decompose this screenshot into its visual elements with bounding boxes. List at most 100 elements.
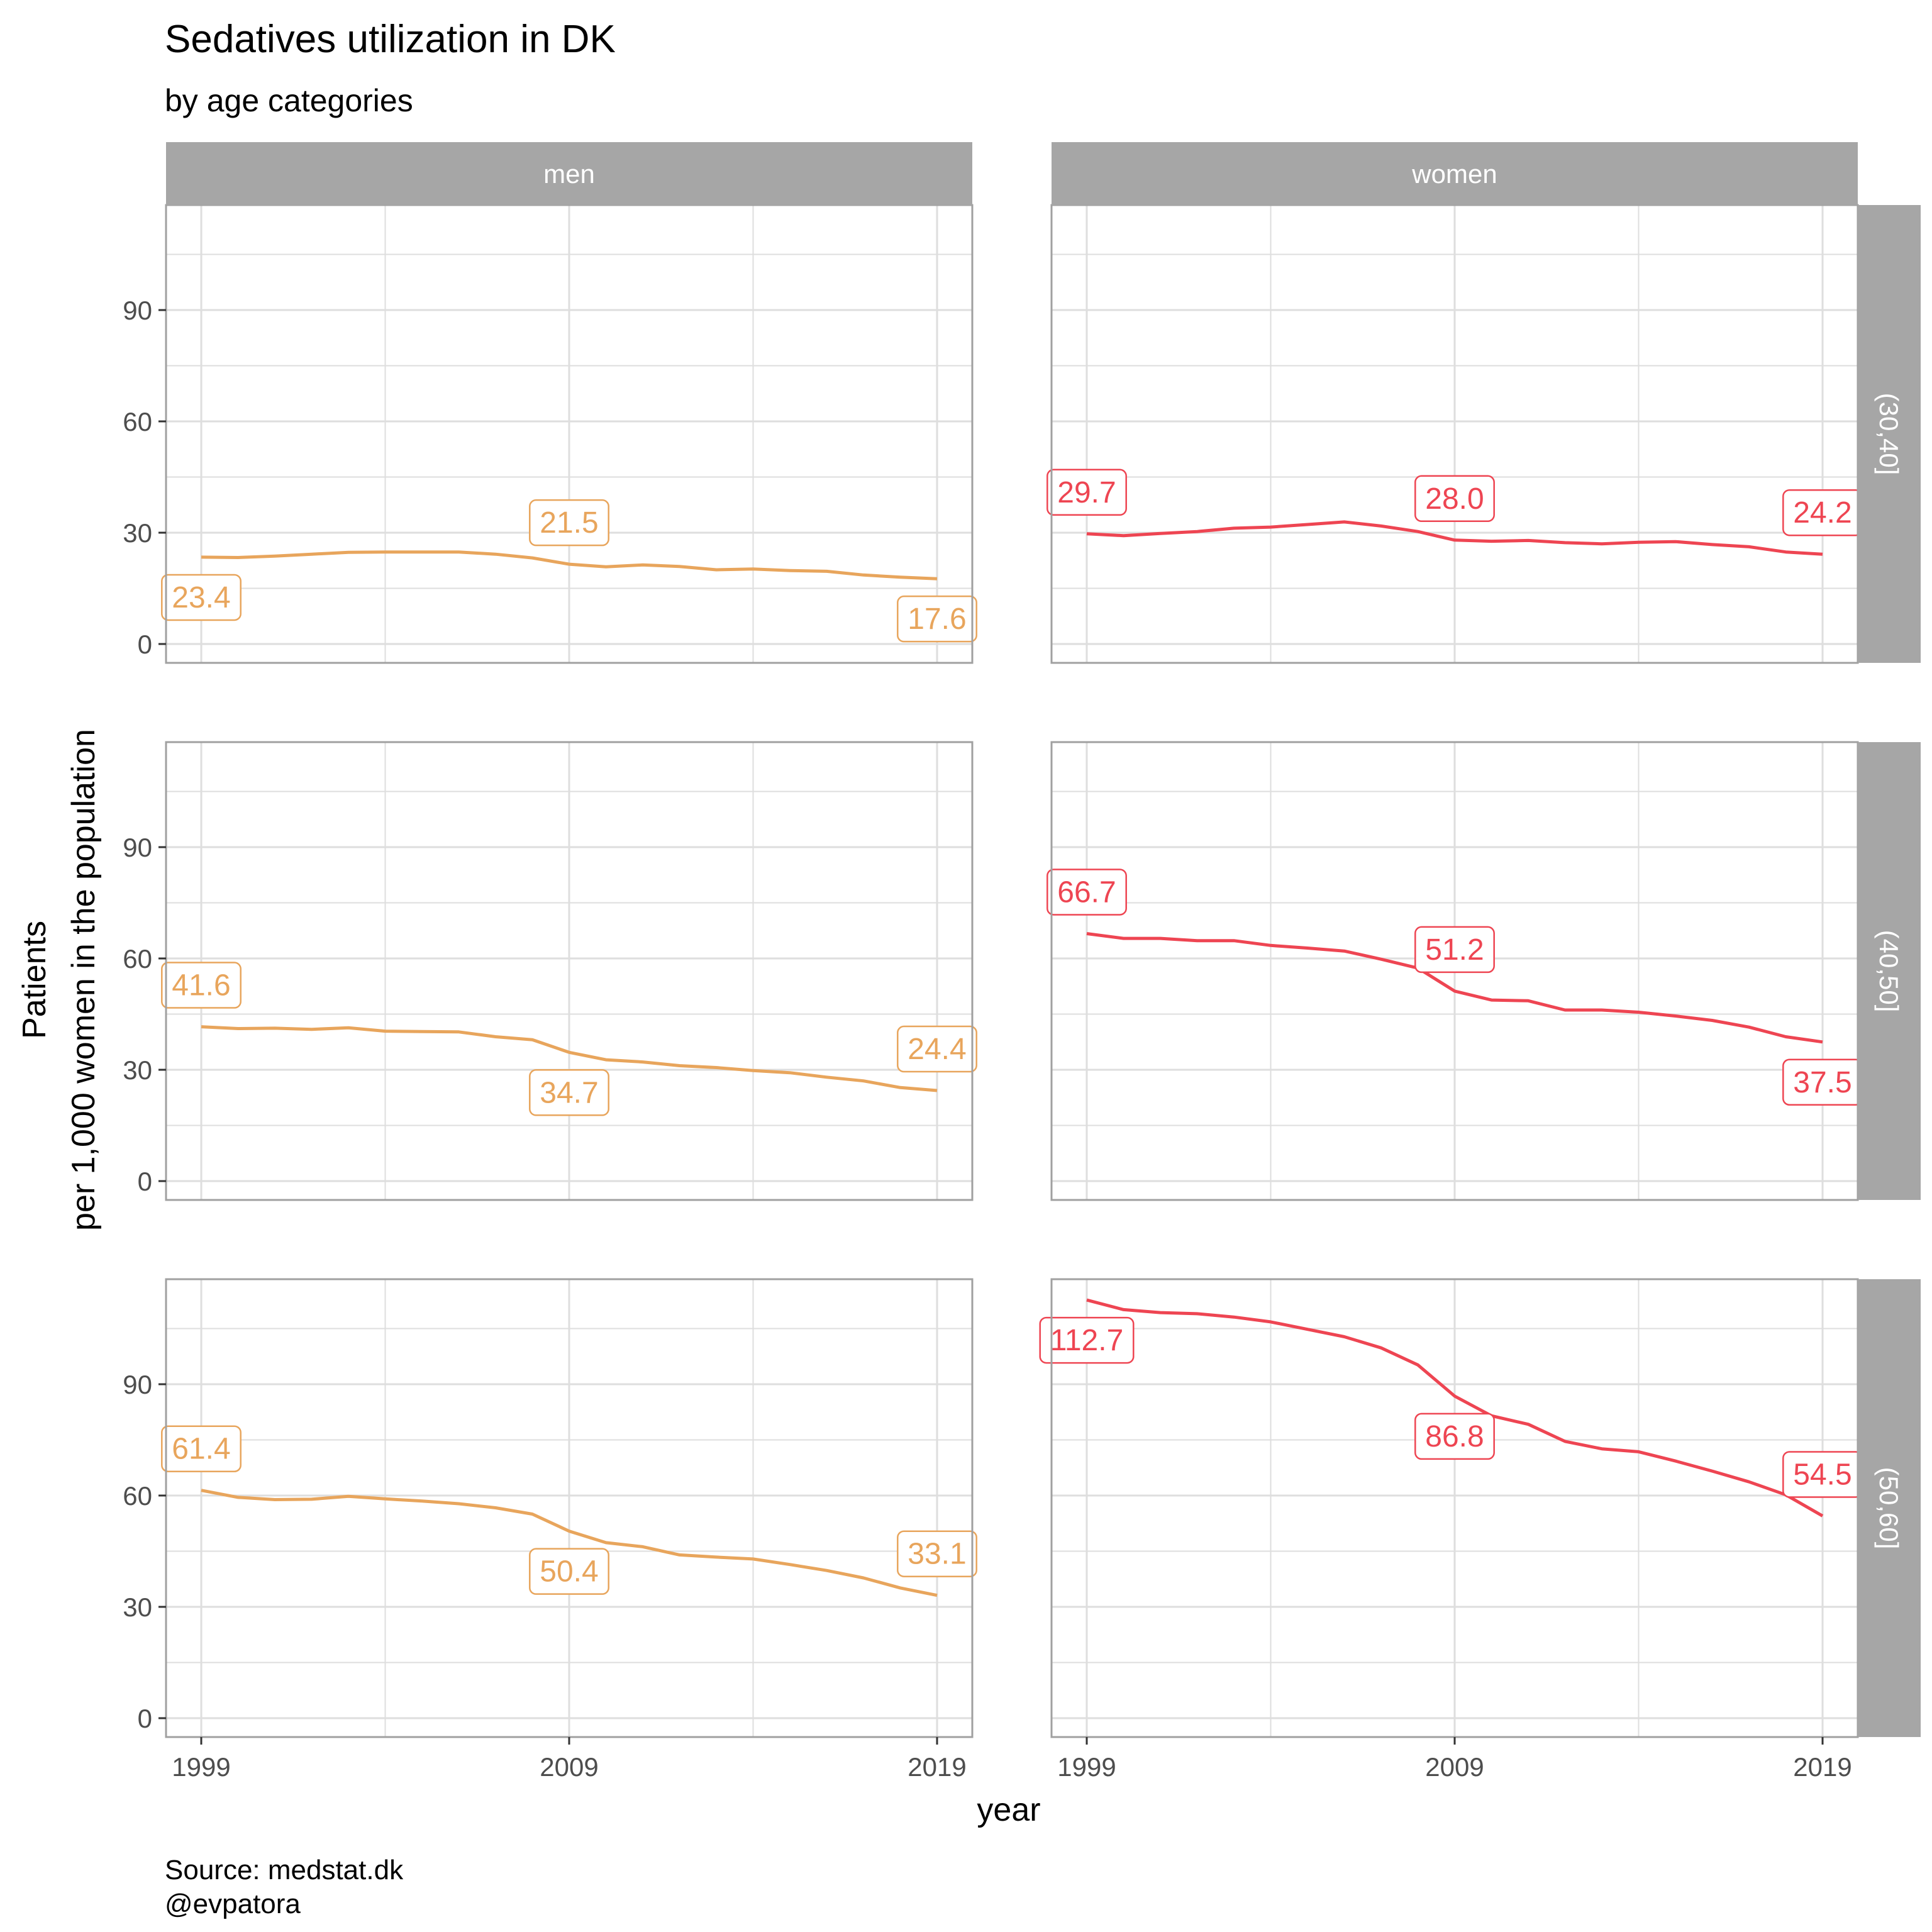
y-tick-label: 30 <box>123 1055 152 1085</box>
data-label-box <box>1414 1413 1495 1460</box>
x-tick-label: 1999 <box>172 1752 230 1782</box>
data-label-box <box>1039 1316 1135 1364</box>
x-tick-label: 2019 <box>1793 1752 1852 1782</box>
data-label-box <box>529 1548 609 1595</box>
data-label-text: 54.5 <box>1793 1458 1852 1491</box>
data-label-text: 23.4 <box>172 581 230 614</box>
panel-men-0: 23.4 21.5 17.6 <box>161 204 977 664</box>
data-label-text: 21.5 <box>540 506 598 540</box>
data-label: 17.6 <box>897 595 977 643</box>
strip-women: women <box>1052 142 1858 205</box>
data-label-box <box>529 1069 609 1116</box>
panel-women-0: 29.7 28.0 24.2 <box>1046 204 1863 664</box>
strip-background <box>1858 1279 1921 1737</box>
strip-background <box>1858 205 1921 663</box>
data-label-text: 112.7 <box>1050 1324 1124 1357</box>
x-axis-title: year <box>977 1792 1040 1828</box>
data-label: 23.4 <box>161 574 242 621</box>
data-label-text: 51.2 <box>1425 933 1484 967</box>
data-label-text: 61.4 <box>172 1433 230 1466</box>
y-tick-label: 0 <box>138 1704 152 1733</box>
data-label: 112.7 <box>1039 1316 1135 1364</box>
y-tick-label: 90 <box>123 1370 152 1399</box>
panel-women-1: 66.7 51.2 37.5 <box>1046 741 1863 1201</box>
strip-background <box>1858 742 1921 1200</box>
strip-label: (40,50] <box>1874 930 1904 1013</box>
x-tick-label: 2009 <box>1425 1752 1484 1782</box>
panel-men-1: 41.6 34.7 24.4 <box>161 741 977 1201</box>
data-label-text: 24.2 <box>1793 496 1852 530</box>
data-label: 24.4 <box>897 1025 977 1073</box>
data-label-box <box>161 574 242 621</box>
data-label: 21.5 <box>529 499 609 547</box>
series-line-women <box>1086 1298 1824 1518</box>
chart-title: Sedatives utilization in DK <box>165 18 616 61</box>
data-label-text: 50.4 <box>540 1555 598 1589</box>
data-label-box <box>529 499 609 547</box>
data-label-text: 33.1 <box>908 1538 966 1571</box>
y-tick-label: 0 <box>138 1167 152 1196</box>
x-tick-label: 2019 <box>908 1752 966 1782</box>
data-label-box <box>897 595 977 643</box>
data-label-text: 34.7 <box>540 1076 598 1109</box>
strip-row-2: (50,60] <box>1858 1279 1921 1737</box>
x-tick-label: 1999 <box>1057 1752 1116 1782</box>
strip-men: men <box>166 142 972 205</box>
data-label: 28.0 <box>1414 475 1495 523</box>
caption-handle: @evpatora <box>165 1889 301 1919</box>
data-label-text: 28.0 <box>1425 482 1484 516</box>
data-label: 86.8 <box>1414 1413 1495 1460</box>
data-label: 51.2 <box>1414 926 1495 974</box>
chart-subtitle: by age categories <box>165 83 413 118</box>
data-label-text: 17.6 <box>908 602 966 636</box>
data-label-box <box>897 1530 977 1577</box>
data-label-text: 24.4 <box>908 1033 966 1066</box>
y-tick-label: 60 <box>123 944 152 974</box>
series-line-men <box>201 1489 938 1597</box>
data-label-box <box>1046 869 1127 916</box>
panel-border <box>165 741 974 1201</box>
facet-strips: men women (30,40] (40,50] (50,60] <box>166 142 1921 1737</box>
data-label-box <box>161 1425 242 1472</box>
caption-source: Source: medstat.dk <box>165 1855 404 1885</box>
y-tick-label: 0 <box>138 630 152 659</box>
axes: 0 30 60 90 0 30 60 90 0 30 60 90 1999 2009 2019 1999 200… <box>123 296 1852 1782</box>
data-label: 33.1 <box>897 1530 977 1577</box>
strip-label: (50,60] <box>1874 1467 1904 1550</box>
data-label-box <box>1414 926 1495 974</box>
strip-background <box>1052 142 1858 205</box>
data-label-text: 37.5 <box>1793 1066 1852 1099</box>
series-line-men <box>201 1025 938 1092</box>
data-label: 66.7 <box>1046 869 1127 916</box>
series-line-women <box>1086 520 1823 556</box>
strip-row-0: (30,40] <box>1858 205 1921 663</box>
data-label: 50.4 <box>529 1548 609 1595</box>
series-line-men <box>201 550 938 580</box>
data-label: 41.6 <box>161 962 242 1009</box>
strip-label: (30,40] <box>1874 393 1904 475</box>
series-line-women <box>1086 932 1823 1044</box>
panel-men-2: 61.4 50.4 33.1 <box>161 1278 977 1738</box>
y-tick-label: 30 <box>123 1592 152 1622</box>
data-label-text: 66.7 <box>1057 875 1116 909</box>
y-axis-title-line-2: per 1,000 women in the population <box>65 729 102 1231</box>
y-tick-label: 60 <box>123 1481 152 1511</box>
strip-label: women <box>1411 159 1497 189</box>
data-label-box <box>1046 469 1127 516</box>
data-label: 24.2 <box>1782 489 1863 536</box>
strip-row-1: (40,50] <box>1858 742 1921 1200</box>
data-label-box <box>897 1025 977 1073</box>
panel-women-2: 112.7 86.8 54.5 <box>1039 1278 1863 1738</box>
data-label: 54.5 <box>1782 1451 1863 1498</box>
data-label-box <box>161 962 242 1009</box>
data-label: 34.7 <box>529 1069 609 1116</box>
x-tick-label: 2009 <box>540 1752 598 1782</box>
facet-panels: 23.4 21.5 17.6 29.7 28.0 24.2 41.6 34.7 24.4 66.7… <box>161 204 1863 1738</box>
data-label-text: 86.8 <box>1425 1420 1484 1453</box>
data-label-box <box>1414 475 1495 523</box>
data-label: 29.7 <box>1046 469 1127 516</box>
y-tick-label: 90 <box>123 833 152 862</box>
data-label-text: 29.7 <box>1057 476 1116 509</box>
y-tick-label: 90 <box>123 296 152 325</box>
